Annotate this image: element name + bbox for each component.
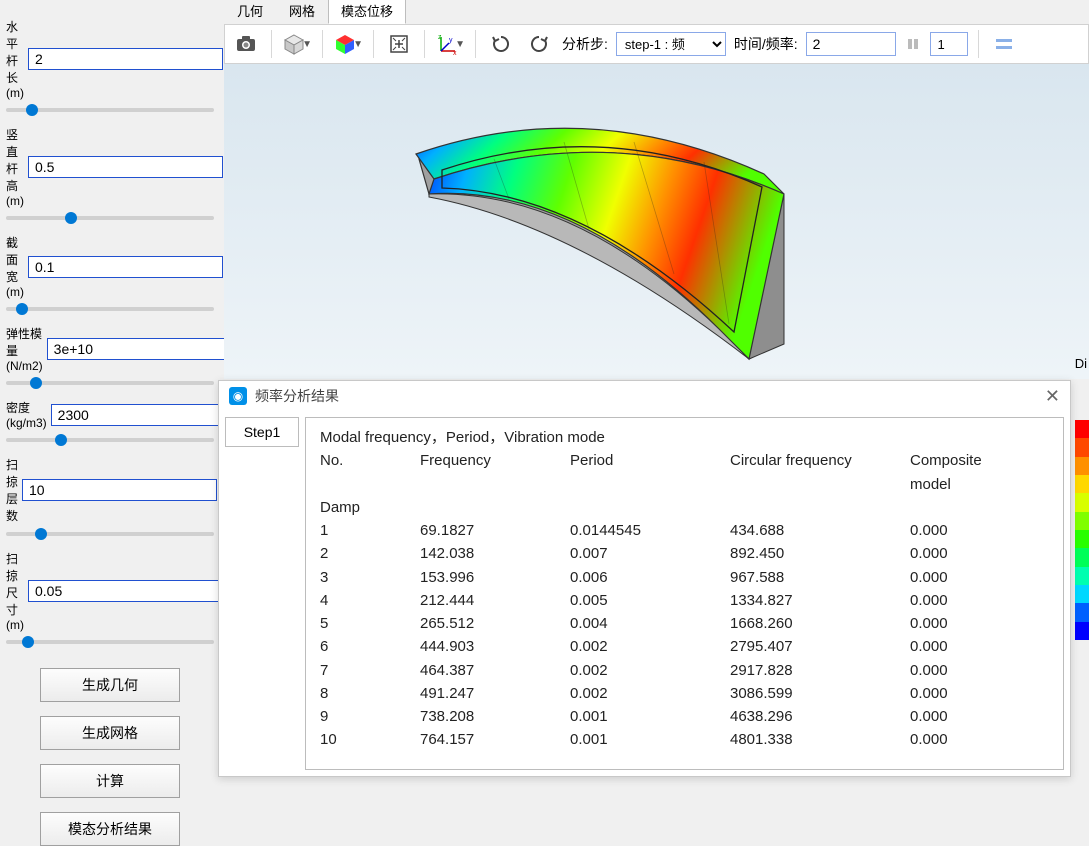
chevron-down-icon: ▼	[302, 39, 312, 50]
axes-icon[interactable]: z xy ▼	[435, 29, 465, 59]
result-titlebar: ◉ 频率分析结果 ✕	[219, 381, 1070, 411]
param-input-2[interactable]	[28, 256, 223, 278]
frame-spinner[interactable]	[930, 32, 968, 56]
settings-icon[interactable]	[989, 29, 1019, 59]
chevron-down-icon: ▼	[353, 39, 363, 50]
param-input-4[interactable]	[51, 404, 246, 426]
separator	[475, 30, 476, 58]
param-input-6[interactable]	[28, 580, 223, 602]
param-input-0[interactable]	[28, 48, 223, 70]
result-title: 频率分析结果	[255, 386, 339, 406]
view-tabs: 几何网格模态位移	[224, 0, 406, 24]
result-header-line: Modal frequency，Period，Vibration mode	[320, 426, 1049, 449]
time-freq-input[interactable]	[806, 32, 896, 56]
separator	[373, 30, 374, 58]
color-legend	[1075, 420, 1089, 640]
viewport-3d[interactable]	[224, 64, 1089, 379]
toolbar: ▼ ▼ z xy ▼ 分析步: step-1 : 频 时间/频率:	[224, 24, 1089, 64]
screenshot-icon[interactable]	[231, 29, 261, 59]
param-label: 竖直杆高(m)	[6, 126, 24, 208]
tab-0[interactable]: 几何	[224, 0, 276, 24]
result-content: Modal frequency，Period，Vibration mode No…	[305, 417, 1064, 770]
action-btn-1[interactable]: 生成网格	[40, 716, 180, 750]
param-slider-6[interactable]	[6, 640, 214, 644]
chevron-down-icon: ▼	[455, 39, 465, 50]
param-slider-2[interactable]	[6, 307, 214, 311]
model-render	[224, 64, 1089, 379]
table-row: 9738.2080.0014638.2960.000	[320, 705, 1049, 728]
param-label: 水平杆长(m)	[6, 18, 24, 100]
table-row: 10764.1570.0014801.3380.000	[320, 728, 1049, 751]
param-slider-4[interactable]	[6, 438, 214, 442]
separator	[424, 30, 425, 58]
param-input-1[interactable]	[28, 156, 223, 178]
param-slider-5[interactable]	[6, 532, 214, 536]
result-columns: No. Frequency Period Circular frequency …	[320, 449, 1049, 496]
table-row: 7464.3870.0022917.8280.000	[320, 659, 1049, 682]
close-icon[interactable]: ✕	[1045, 386, 1060, 407]
param-slider-3[interactable]	[6, 381, 214, 385]
result-table: 169.18270.0144545434.6880.0002142.0380.0…	[320, 519, 1049, 752]
action-btn-2[interactable]: 计算	[40, 764, 180, 798]
colormap-icon[interactable]: ▼	[333, 29, 363, 59]
separator	[322, 30, 323, 58]
step-tab[interactable]: Step1	[225, 417, 299, 447]
fit-view-icon[interactable]	[384, 29, 414, 59]
param-label: 弹性模量(N/m2)	[6, 325, 43, 373]
table-row: 6444.9030.0022795.4070.000	[320, 635, 1049, 658]
rotate-cw-icon[interactable]	[524, 29, 554, 59]
svg-text:y: y	[449, 37, 453, 44]
param-label: 截面宽(m)	[6, 234, 24, 299]
table-row: 8491.2470.0023086.5990.000	[320, 682, 1049, 705]
param-label: 密度(kg/m3)	[6, 399, 47, 430]
cube-view-icon[interactable]: ▼	[282, 29, 312, 59]
time-freq-label: 时间/频率:	[734, 34, 798, 54]
param-label: 扫掠尺寸(m)	[6, 550, 24, 632]
param-slider-0[interactable]	[6, 108, 214, 112]
app-icon: ◉	[229, 387, 247, 405]
sidebar: 水平杆长(m) 竖直杆高(m) 截面宽(m) 弹性模量(N/m2) 密度(kg/…	[0, 0, 220, 777]
separator	[978, 30, 979, 58]
damp-label: Damp	[320, 496, 1049, 519]
tab-1[interactable]: 网格	[276, 0, 328, 24]
param-label: 扫掠层数	[6, 456, 18, 524]
table-row: 3153.9960.006967.5880.000	[320, 566, 1049, 589]
table-row: 169.18270.0144545434.6880.000	[320, 519, 1049, 542]
svg-text:z: z	[438, 34, 442, 41]
step-back-icon[interactable]	[904, 29, 922, 59]
param-slider-1[interactable]	[6, 216, 214, 220]
table-row: 5265.5120.0041668.2600.000	[320, 612, 1049, 635]
tab-2[interactable]: 模态位移	[328, 0, 406, 24]
action-btn-0[interactable]: 生成几何	[40, 668, 180, 702]
param-input-3[interactable]	[47, 338, 242, 360]
param-input-5[interactable]	[22, 479, 217, 501]
table-row: 4212.4440.0051334.8270.000	[320, 589, 1049, 612]
result-window: ◉ 频率分析结果 ✕ Step1 Modal frequency，Period，…	[218, 380, 1071, 777]
svg-text:x: x	[453, 50, 457, 57]
action-btn-3[interactable]: 模态分析结果	[40, 812, 180, 846]
analysis-step-label: 分析步:	[562, 34, 608, 54]
separator	[271, 30, 272, 58]
rotate-ccw-icon[interactable]	[486, 29, 516, 59]
table-row: 2142.0380.007892.4500.000	[320, 542, 1049, 565]
displacement-label: Di	[1075, 356, 1087, 371]
step-select[interactable]: step-1 : 频	[616, 32, 726, 56]
